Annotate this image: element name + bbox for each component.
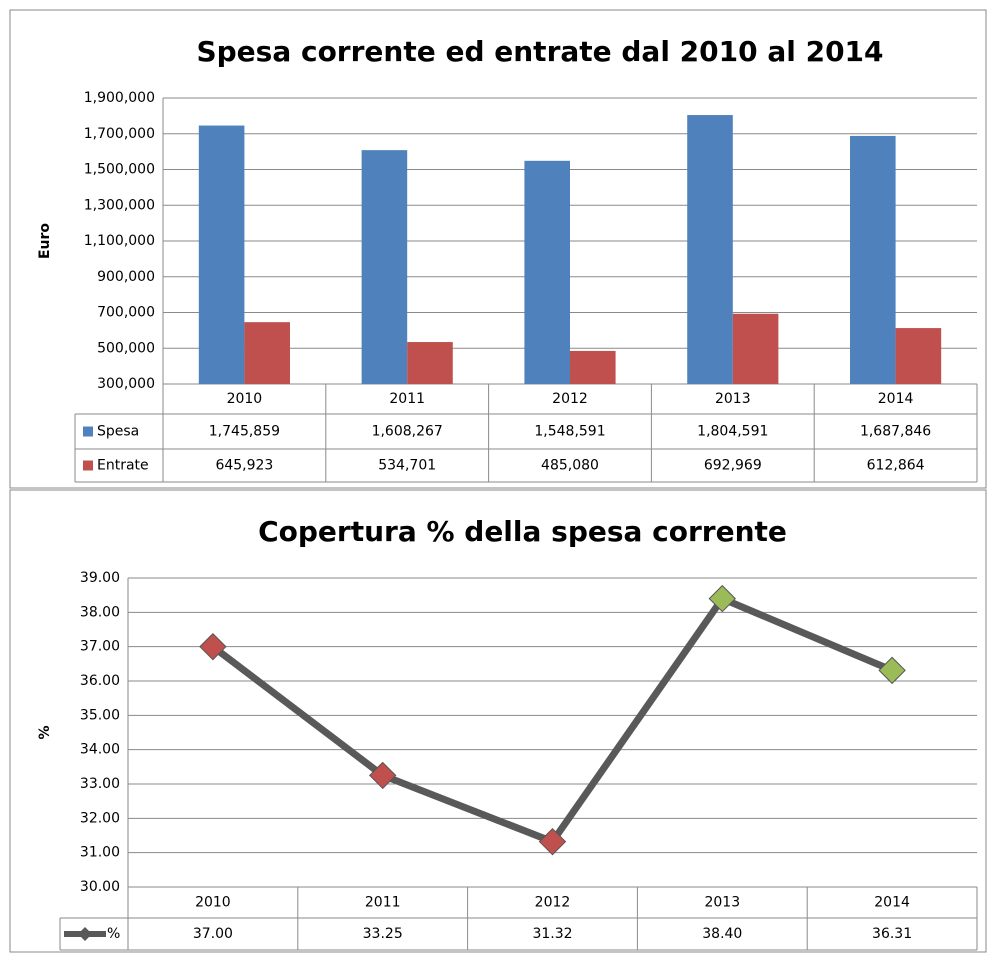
bar [570,350,616,384]
bar [895,328,942,384]
x-tick-label: 2013 [704,895,740,911]
x-tick-label: 2010 [195,895,231,911]
data-label: 38.40 [702,926,742,942]
y-axis-label: Euro [37,223,53,259]
marker [878,656,906,685]
x-tick-label: 2011 [365,895,401,911]
bar [361,150,408,384]
y-tick-label: 300,000 [97,376,155,392]
y-tick-label: 39.00 [80,570,120,586]
bar [850,135,896,384]
marker [199,632,227,661]
data-label: 33.25 [363,926,403,942]
chart-title: Copertura % della spesa corrente [258,515,787,548]
bar [524,160,570,384]
y-tick-label: 35.00 [80,707,120,723]
y-axis-label: % [37,725,53,739]
y-tick-label: 500,000 [97,340,155,356]
x-tick-label: 2013 [715,391,751,407]
marker [368,761,397,790]
legend-key [78,927,92,941]
y-tick-label: 30.00 [80,879,120,895]
legend-label: Entrate [97,458,149,474]
data-label: 1,804,591 [697,424,768,440]
legend-label: Spesa [97,424,139,440]
data-label: 534,701 [378,458,436,474]
y-tick-label: 34.00 [80,742,120,758]
data-label: 692,969 [704,458,762,474]
y-tick-label: 33.00 [80,776,120,792]
panel [9,489,987,953]
bar [244,322,290,384]
x-tick-label: 2010 [227,391,263,407]
x-tick-label: 2014 [878,391,914,407]
y-tick-label: 32.00 [80,810,120,826]
y-tick-label: 36.00 [80,673,120,689]
y-tick-label: 1,100,000 [84,233,155,249]
y-tick-label: 37.00 [80,639,120,655]
y-tick-label: 1,900,000 [84,90,155,106]
bar [198,125,245,384]
y-tick-label: 1,700,000 [84,126,155,142]
data-label: 1,687,846 [860,424,931,440]
y-tick-label: 31.00 [80,845,120,861]
y-tick-label: 38.00 [80,604,120,620]
bar [687,115,733,385]
x-tick-label: 2011 [389,391,425,407]
data-label: 36.31 [872,926,912,942]
data-label: 612,864 [867,458,925,474]
x-tick-label: 2012 [552,391,588,407]
data-label: 1,548,591 [534,424,605,440]
x-tick-label: 2014 [874,895,910,911]
legend-key [83,460,93,471]
data-label: 37.00 [193,926,233,942]
legend-key [83,426,93,437]
data-label: 31.32 [532,926,572,942]
legend-label: % [107,926,120,942]
marker [538,827,567,856]
bar [407,342,453,384]
y-tick-label: 1,500,000 [84,162,155,178]
data-label: 1,608,267 [372,424,443,440]
data-label: 485,080 [541,458,599,474]
chart-title: Spesa corrente ed entrate dal 2010 al 20… [196,35,883,68]
marker [708,584,737,613]
x-tick-label: 2012 [535,895,571,911]
y-tick-label: 700,000 [97,305,155,321]
data-label: 1,745,859 [209,424,280,440]
bar [732,313,779,384]
y-tick-label: 1,300,000 [84,197,155,213]
data-label: 645,923 [215,458,273,474]
y-tick-label: 900,000 [97,269,155,285]
panel [9,9,987,489]
